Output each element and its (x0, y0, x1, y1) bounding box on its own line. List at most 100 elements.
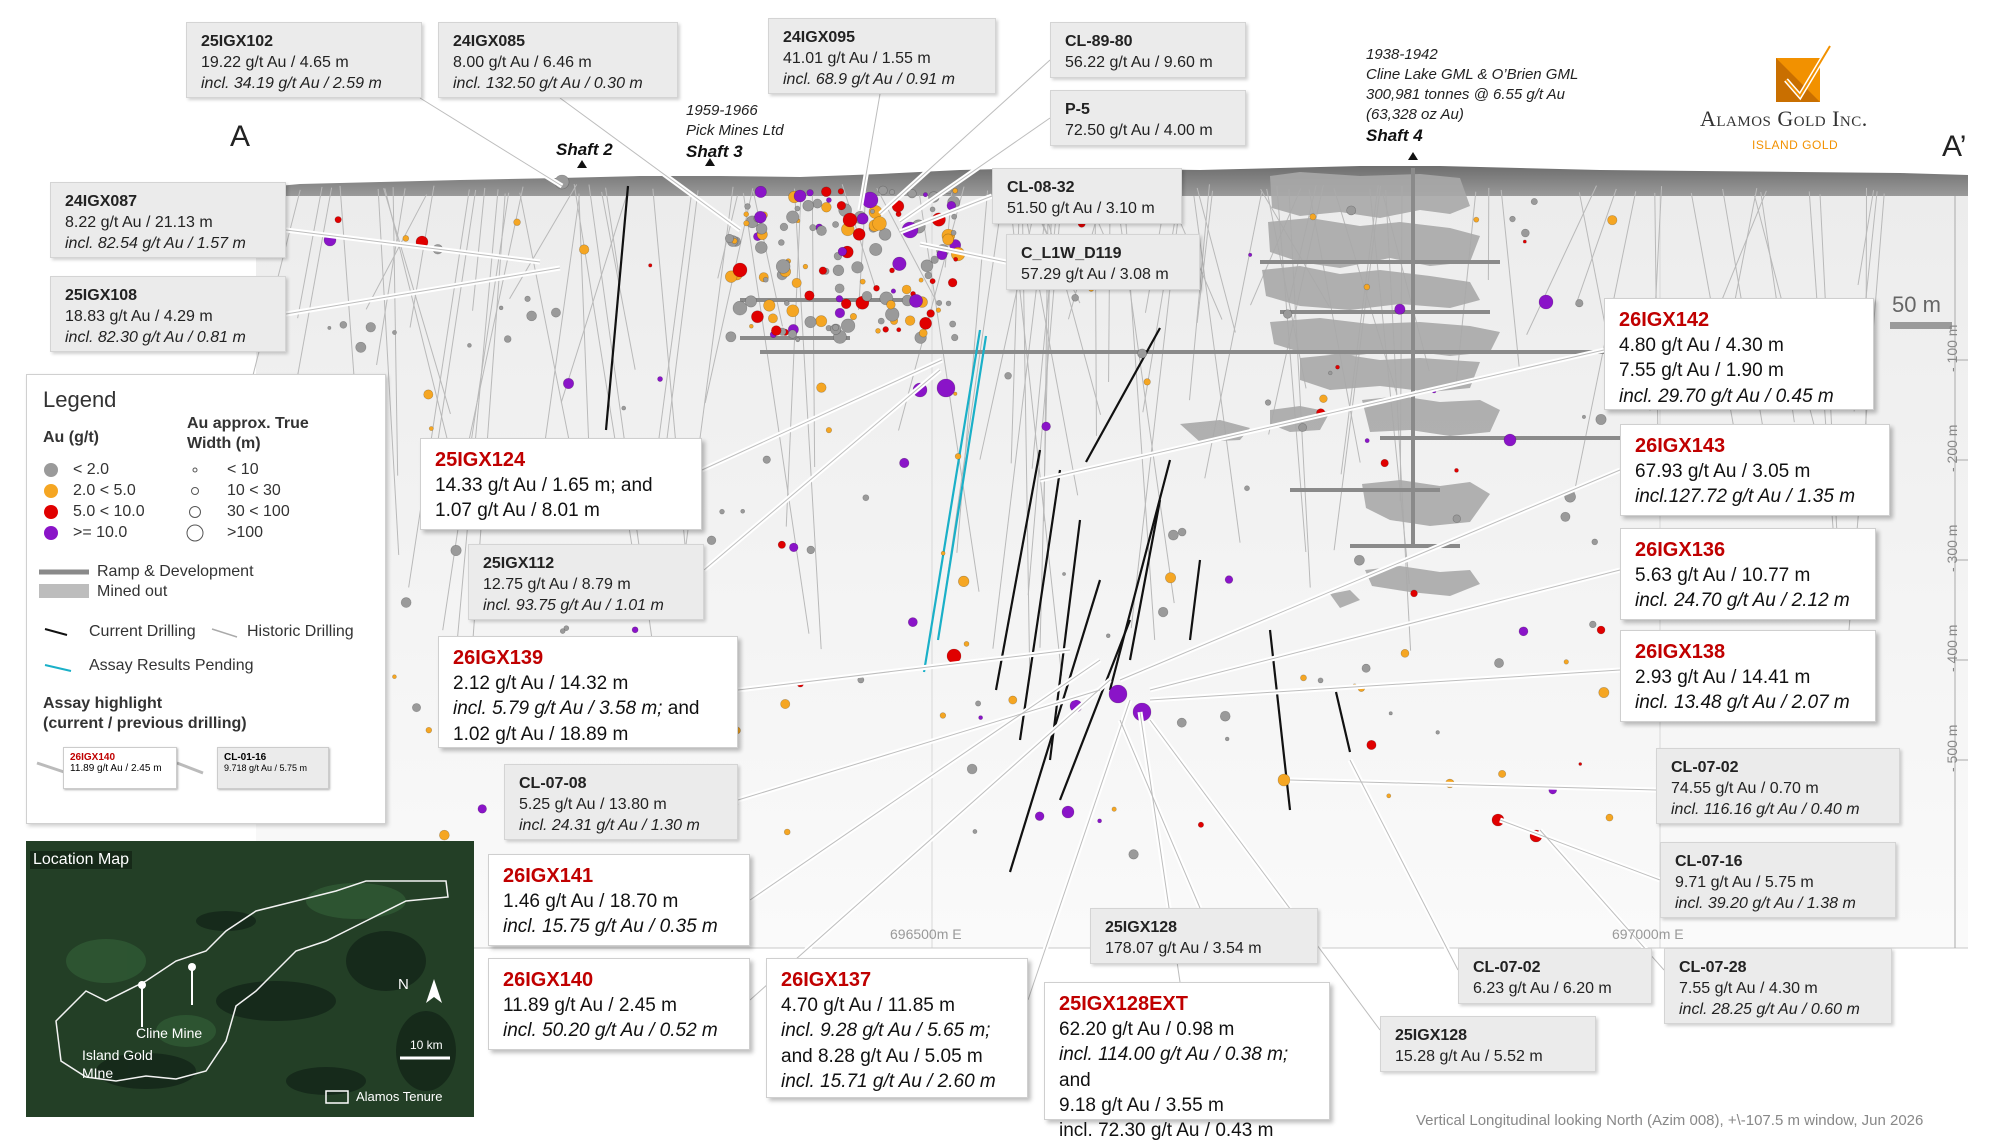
assay-intercept-dot (1494, 658, 1503, 667)
callout-24igx085: 24IGX085 8.00 g/t Au / 6.46 m incl. 132.… (438, 22, 678, 98)
assay-intercept-dot (786, 211, 798, 223)
legend-current-line (45, 629, 67, 635)
shaft-3-company: Pick Mines Ltd (686, 122, 784, 139)
callout-leader-line (420, 98, 562, 186)
assay-intercept-dot (1362, 664, 1370, 672)
assay-intercept-dot (780, 223, 788, 231)
assay-intercept-dot (1310, 214, 1316, 220)
legend-width-item: < 10 (227, 461, 259, 479)
assay-intercept-dot (1453, 515, 1461, 523)
assay-intercept-dot (870, 243, 882, 255)
assay-intercept-dot (1367, 740, 1376, 749)
assay-intercept-dot (763, 456, 771, 464)
depth-label: - 200 m (1944, 425, 1960, 472)
callout-value: 1.02 g/t Au / 18.89 m (453, 722, 723, 747)
assay-intercept-dot (1597, 626, 1605, 634)
callout-value-incl: incl. 132.50 g/t Au / 0.30 m (453, 73, 663, 94)
assay-intercept-dot (451, 545, 461, 555)
callout-cl-08-32: CL-08-32 51.50 g/t Au / 3.10 m (992, 168, 1182, 224)
assay-intercept-dot (835, 284, 844, 293)
assay-intercept-dot (927, 310, 935, 318)
assay-intercept-dot (632, 627, 638, 633)
assay-intercept-dot (1328, 371, 1332, 375)
callout-hole-id: CL-08-32 (1007, 177, 1167, 198)
assay-intercept-dot (784, 301, 789, 306)
assay-intercept-dot (826, 198, 831, 203)
assay-intercept-dot (850, 313, 857, 320)
callout-value: 9.18 g/t Au / 3.55 m (1059, 1093, 1315, 1118)
legend-pending-line (45, 665, 71, 671)
callout-hole-id: 25IGX128EXT (1059, 991, 1315, 1017)
callout-26igx138: 26IGX138 2.93 g/t Au / 14.41 m incl. 13.… (1620, 630, 1876, 722)
assay-intercept-dot (876, 328, 881, 333)
callout-hole-id: 25IGX124 (435, 447, 687, 473)
assay-intercept-dot (833, 265, 844, 276)
assay-intercept-dot (805, 316, 816, 327)
island-gold-label: Island Gold (82, 1047, 153, 1063)
callout-value: 178.07 g/t Au / 3.54 m (1105, 938, 1303, 959)
assay-intercept-dot (943, 234, 954, 245)
assay-intercept-dot (1387, 794, 1391, 798)
callout-value-incl: incl. 15.71 g/t Au / 2.60 m (781, 1069, 1013, 1094)
assay-intercept-dot (803, 264, 808, 269)
assay-intercept-dot (810, 224, 816, 230)
assay-intercept-dot (1336, 365, 1340, 369)
assay-intercept-dot (768, 314, 777, 323)
callout-value: 9.71 g/t Au / 5.75 m (1675, 872, 1881, 893)
callout-value-incl: incl. 50.20 g/t Au / 0.52 m (503, 1018, 735, 1043)
assay-intercept-dot (841, 299, 851, 309)
assay-intercept-dot (478, 805, 487, 814)
callout-value: 5.25 g/t Au / 13.80 m (519, 794, 723, 815)
assay-intercept-dot (424, 390, 433, 399)
assay-intercept-dot (1177, 718, 1186, 727)
callout-value: 19.22 g/t Au / 4.65 m (201, 52, 407, 73)
assay-intercept-dot (923, 193, 927, 197)
assay-intercept-dot (925, 272, 932, 279)
callout-value-incl: incl. 28.25 g/t Au / 0.60 m (1679, 999, 1877, 1020)
assay-intercept-dot (889, 190, 894, 195)
legend-sample-current-id: 26IGX140 (70, 752, 170, 763)
assay-intercept-dot (1320, 395, 1328, 403)
assay-intercept-dot (952, 214, 957, 219)
callout-hole-id: 26IGX136 (1635, 537, 1861, 563)
easting-label: 697000m E (1612, 926, 1684, 942)
assay-intercept-dot (1144, 379, 1151, 386)
scale-bar (1890, 322, 1952, 329)
assay-intercept-dot (429, 426, 433, 430)
callout-value-incl: incl. 68.9 g/t Au / 0.91 m (783, 69, 981, 90)
assay-intercept-dot (951, 334, 958, 341)
assay-intercept-dot (1519, 627, 1528, 636)
legend-mined-swatch (39, 584, 89, 598)
assay-intercept-dot (778, 240, 784, 246)
callout-value: 74.55 g/t Au / 0.70 m (1671, 778, 1885, 799)
assay-intercept-dot (1005, 372, 1012, 379)
assay-intercept-dot (1168, 530, 1178, 540)
legend-au-item: 5.0 < 10.0 (73, 503, 145, 521)
assay-intercept-dot (937, 379, 955, 397)
callout-hole-id: 26IGX142 (1619, 307, 1859, 333)
assay-intercept-dot (412, 703, 420, 711)
assay-intercept-dot (863, 495, 869, 501)
callout-25igx128ext: 25IGX128EXT 62.20 g/t Au / 0.98 m incl. … (1044, 982, 1330, 1120)
shaft-4-years: 1938-1942 (1366, 46, 1438, 63)
callout-26igx139: 26IGX139 2.12 g/t Au / 14.32 m incl. 5.7… (438, 636, 738, 748)
assay-intercept-dot (579, 245, 589, 255)
assay-intercept-dot (707, 536, 716, 545)
location-map-title: Location Map (30, 851, 132, 869)
assay-intercept-dot (1521, 229, 1529, 237)
assay-intercept-dot (764, 300, 776, 312)
assay-intercept-dot (1072, 294, 1079, 301)
assay-intercept-dot (930, 278, 935, 283)
callout-hole-id: 26IGX140 (503, 967, 735, 993)
assay-intercept-dot (1300, 675, 1306, 681)
assay-intercept-dot (784, 829, 790, 835)
callout-hole-id: 25IGX128 (1395, 1025, 1581, 1046)
assay-intercept-dot (622, 406, 626, 410)
assay-intercept-dot (745, 204, 751, 210)
assay-intercept-dot (1062, 572, 1065, 575)
assay-intercept-dot (948, 278, 957, 287)
assay-intercept-dot (1035, 812, 1044, 821)
assay-intercept-dot (560, 629, 565, 634)
callout-hole-id: 26IGX138 (1635, 639, 1861, 665)
assay-intercept-dot (726, 332, 736, 342)
